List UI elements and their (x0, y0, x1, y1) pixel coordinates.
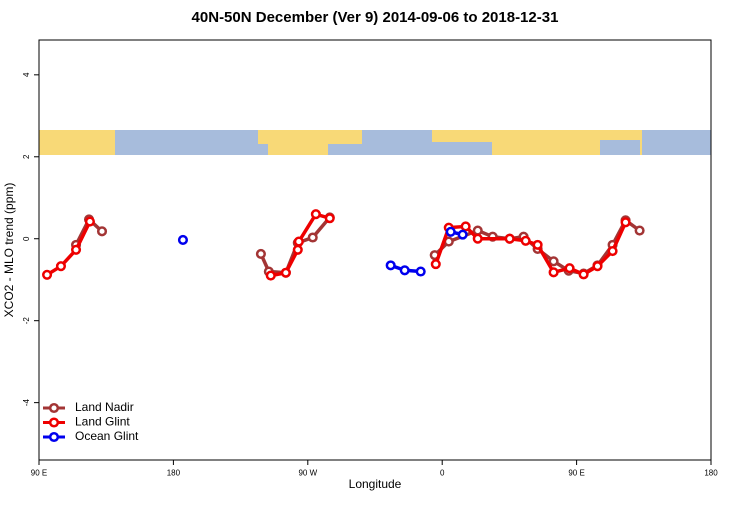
legend-label: Land Glint (75, 415, 130, 429)
legend-label: Ocean Glint (75, 429, 139, 443)
legend-label: Land Nadir (75, 400, 134, 414)
data-point (307, 232, 318, 243)
legend-marker (48, 431, 60, 443)
x-tick-label: 180 (167, 469, 181, 478)
legend-marker (48, 417, 60, 428)
data-point (255, 248, 266, 259)
x-tick-label: 90 E (31, 469, 47, 478)
y-tick-label: -2 (22, 317, 31, 325)
y-axis-label: XCO2 - MLO trend (ppm) (2, 183, 16, 318)
data-point (324, 213, 335, 224)
x-tick-label: 180 (704, 469, 718, 478)
data-point (70, 244, 82, 255)
x-tick-label: 90 E (568, 469, 584, 478)
data-point (293, 236, 304, 247)
data-point (520, 235, 531, 246)
data-point (177, 234, 189, 246)
data-point (634, 225, 645, 236)
data-point (472, 233, 483, 244)
data-point (292, 244, 303, 255)
data-point (548, 267, 559, 278)
legend-marker (48, 402, 60, 414)
data-point (84, 216, 95, 227)
data-point (55, 261, 67, 272)
data-point (385, 260, 396, 271)
x-axis-label: Longitude (349, 477, 402, 491)
x-tick-label: 90 W (298, 469, 317, 478)
data-point (460, 221, 471, 232)
x-tick-label: 0 (440, 469, 445, 478)
map-strip (39, 130, 711, 155)
data-point (415, 266, 426, 277)
data-point (265, 270, 276, 281)
data-point (578, 269, 589, 280)
data-point (472, 225, 483, 236)
data-point (548, 256, 559, 267)
plot-frame (38, 39, 712, 461)
data-point (42, 269, 53, 280)
data-point (430, 259, 441, 270)
y-tick-label: 2 (22, 154, 31, 159)
y-tick-label: 0 (22, 236, 31, 241)
data-point (592, 261, 603, 272)
data-point (532, 239, 543, 250)
y-tick-label: -4 (22, 399, 31, 407)
data-point (399, 265, 410, 276)
data-point (280, 267, 291, 278)
data-point (445, 226, 456, 237)
chart-title: 40N-50N December (Ver 9) 2014-09-06 to 2… (192, 9, 559, 26)
data-point (620, 217, 631, 228)
data-point (607, 245, 618, 257)
data-point (310, 209, 321, 220)
data-point (564, 263, 575, 274)
y-tick-label: 4 (22, 72, 31, 77)
data-point (504, 233, 515, 244)
data-point (457, 229, 468, 240)
data-point (96, 226, 108, 237)
